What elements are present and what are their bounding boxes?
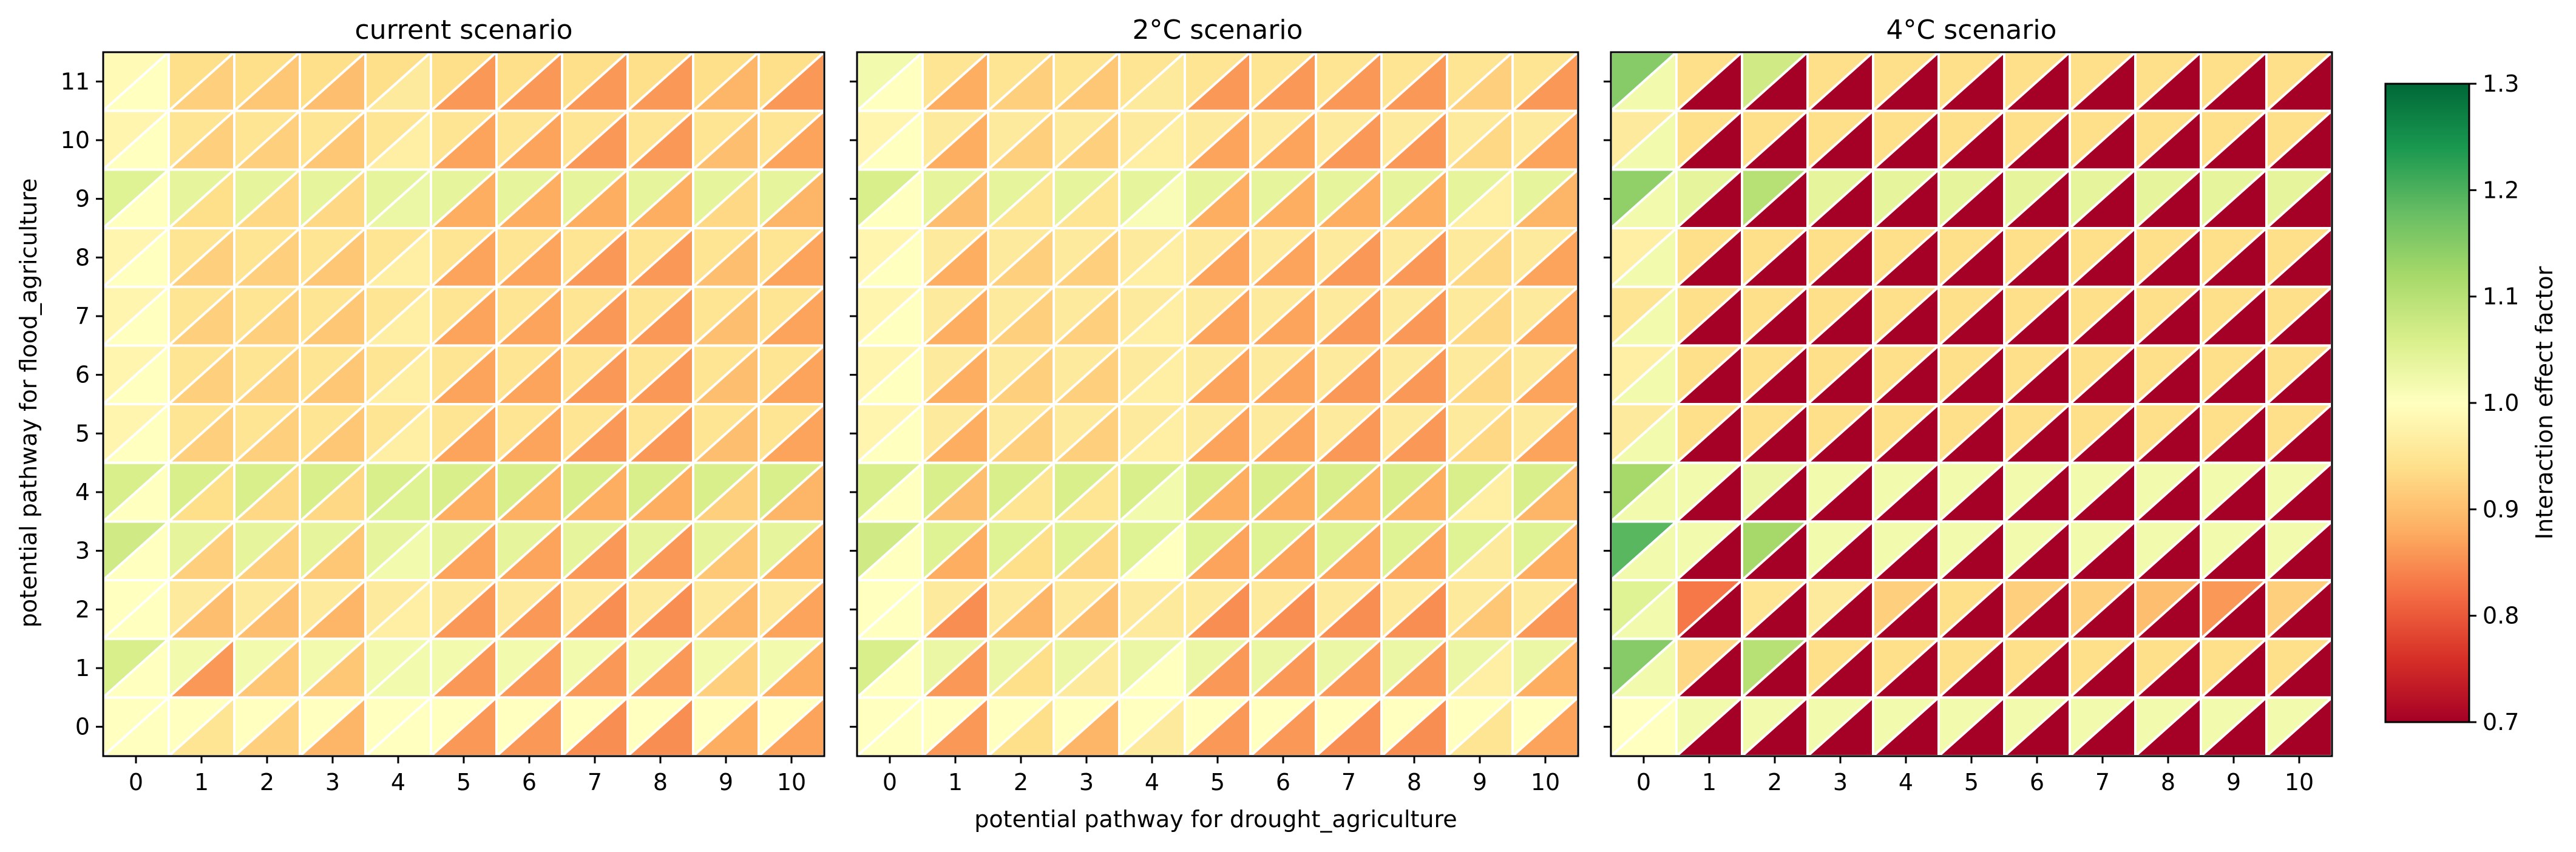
- colorbar: 0.7 0.8 0.9 1.0 1.1 1.2 1.3 Interaction effect…: [2384, 70, 2558, 735]
- colorbar-label: Interaction effect factor: [2531, 266, 2558, 539]
- panel-title: 2°C scenario: [1133, 15, 1303, 46]
- x-axis-label: potential pathway for drought_agricultur…: [974, 806, 1457, 833]
- y-tick-label: 7: [75, 303, 90, 330]
- colorbar-tick-label: 1.0: [2483, 390, 2519, 416]
- colorbar-tick-label: 0.8: [2483, 603, 2519, 629]
- x-tick-label: 8: [2161, 769, 2175, 796]
- x-tick-label: 3: [325, 769, 340, 796]
- x-tick-label: 1: [1702, 769, 1717, 796]
- x-tick-label: 0: [883, 769, 897, 796]
- x-tick-label: 10: [777, 769, 806, 796]
- colorbar-gradient: [2384, 83, 2470, 723]
- heatmap-panel-2: 4°C scenario 0 1 2 3 4 5 6 7 8 9 10: [1604, 15, 2333, 796]
- y-tick-label: 1: [75, 655, 90, 681]
- y-tick-label: 11: [61, 68, 90, 95]
- x-tick-label: 7: [2095, 769, 2110, 796]
- x-tick-label: 2: [1014, 769, 1028, 796]
- x-tick-label: 3: [1079, 769, 1094, 796]
- colorbar-tick-label: 1.2: [2483, 177, 2519, 203]
- y-tick-label: 2: [75, 596, 90, 623]
- y-tick-label: 10: [61, 127, 90, 154]
- y-axis-label: potential pathway for flood_agriculture: [15, 178, 42, 628]
- colorbar-tick-label: 0.7: [2483, 709, 2519, 735]
- y-tick-label: 4: [75, 479, 90, 505]
- y-tick-label: 6: [75, 362, 90, 388]
- x-tick-label: 8: [653, 769, 668, 796]
- x-tick-label: 2: [1768, 769, 1782, 796]
- x-tick-label: 1: [194, 769, 209, 796]
- colorbar-tick-label: 0.9: [2483, 496, 2519, 522]
- y-tick-label: 3: [75, 538, 90, 564]
- x-tick-label: 10: [2285, 769, 2314, 796]
- x-tick-label: 5: [1964, 769, 1979, 796]
- y-tick-label: 5: [75, 420, 90, 447]
- colorbar-ticks: 0.7 0.8 0.9 1.0 1.1 1.2 1.3: [2469, 70, 2519, 735]
- x-tick-label: 10: [1531, 769, 1560, 796]
- x-tick-label: 9: [719, 769, 733, 796]
- x-tick-label: 6: [2030, 769, 2044, 796]
- x-tick-label: 2: [260, 769, 274, 796]
- x-tick-label: 8: [1407, 769, 1422, 796]
- x-tick-label: 9: [1473, 769, 1487, 796]
- x-tick-label: 9: [2226, 769, 2241, 796]
- heatmap-panel-0: current scenario 0 1 2 3 4 5 6 7 8 9 10 0 1 2 3 4 5 6 7 8 9 10…: [61, 15, 825, 796]
- x-tick-label: 4: [1145, 769, 1159, 796]
- x-tick-label: 6: [1276, 769, 1290, 796]
- x-tick-label: 7: [588, 769, 602, 796]
- x-tick-label: 4: [391, 769, 405, 796]
- x-tick-label: 5: [456, 769, 471, 796]
- panel-title: 4°C scenario: [1886, 15, 2057, 46]
- x-tick-label: 6: [522, 769, 537, 796]
- x-tick-label: 5: [1210, 769, 1225, 796]
- y-tick-label: 0: [75, 714, 90, 740]
- x-tick-label: 3: [1833, 769, 1848, 796]
- x-tick-label: 1: [948, 769, 963, 796]
- colorbar-tick-label: 1.3: [2483, 70, 2519, 97]
- x-tick-label: 0: [129, 769, 143, 796]
- y-tick-label: 8: [75, 244, 90, 271]
- x-tick-label: 7: [1341, 769, 1356, 796]
- y-tick-label: 9: [75, 186, 90, 212]
- heatmap-panel-1: 2°C scenario 0 1 2 3 4 5 6 7 8 9 10: [850, 15, 1579, 796]
- x-tick-label: 4: [1899, 769, 1913, 796]
- x-tick-label: 0: [1636, 769, 1651, 796]
- panel-title: current scenario: [355, 15, 573, 46]
- colorbar-tick-label: 1.1: [2483, 283, 2519, 310]
